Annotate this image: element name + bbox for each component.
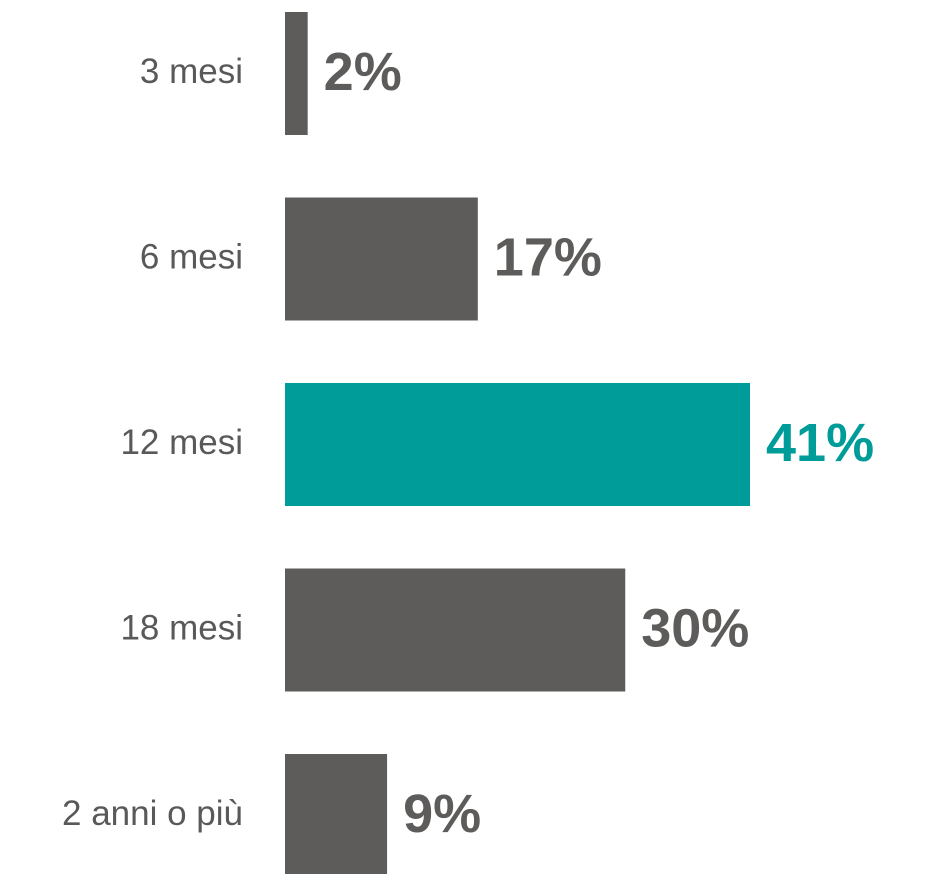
value-label: 41%: [766, 413, 874, 473]
value-label: 30%: [641, 598, 749, 658]
category-label: 6 mesi: [140, 237, 243, 276]
category-label: 12 mesi: [120, 423, 243, 462]
value-label: 9%: [403, 784, 481, 844]
bar: [285, 383, 750, 506]
bar: [285, 568, 626, 692]
bar: [285, 12, 308, 135]
category-label: 2 anni o più: [62, 794, 243, 833]
category-label: 3 mesi: [140, 52, 243, 91]
bar: [285, 197, 478, 321]
bar: [285, 754, 388, 874]
value-label: 2%: [324, 42, 402, 102]
category-label: 18 mesi: [120, 608, 243, 647]
value-label: 17%: [494, 227, 602, 287]
